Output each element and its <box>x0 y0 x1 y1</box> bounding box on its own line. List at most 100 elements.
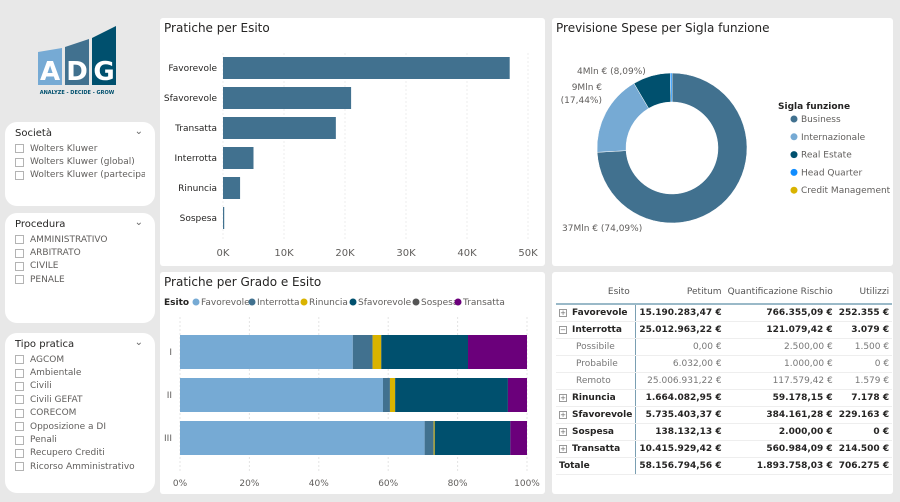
column-header[interactable]: Esito <box>556 280 636 305</box>
checkbox[interactable] <box>15 462 24 472</box>
cell: 1.664.082,95 € <box>635 389 725 407</box>
slicer-option[interactable]: CIVILE <box>15 260 145 273</box>
expand-icon[interactable]: + <box>559 410 567 419</box>
cell: 384.161,28 € <box>724 406 836 424</box>
previsione-spese-chart: Previsione Spese per Sigla funzione 4Mln… <box>552 18 893 266</box>
slicer-option[interactable]: Opposizione a DI <box>15 420 145 433</box>
checkbox[interactable] <box>15 261 24 271</box>
expand-icon[interactable]: + <box>559 427 567 436</box>
slicer-option[interactable]: PENALE <box>15 273 145 286</box>
table-row: + Sfavorevole 5.735.403,37 €384.161,28 €22… <box>556 406 893 424</box>
x-tick-label: 20% <box>239 479 259 489</box>
cell: 0,00 € <box>635 338 725 356</box>
slicer-option[interactable]: AGCOM <box>15 353 145 366</box>
legend-title: Esito <box>164 298 189 308</box>
cell: Totale <box>556 457 637 475</box>
data-label: 37Mln € (74,09%) <box>562 224 642 234</box>
checkbox[interactable] <box>15 368 24 378</box>
slicer-option[interactable]: Civili <box>15 380 145 393</box>
category-label: II <box>167 391 172 401</box>
column-header[interactable]: Utilizzi <box>835 280 893 305</box>
bar-segment-sfavorevole <box>395 378 508 412</box>
column-header[interactable]: Petitum <box>635 280 725 305</box>
cell: 766.355,09 € <box>724 304 836 322</box>
option-label: Penali <box>30 435 57 446</box>
checkbox[interactable] <box>15 435 24 445</box>
option-label: PENALE <box>30 274 65 285</box>
slicer-option[interactable]: Recupero Crediti <box>15 447 145 460</box>
legend-item: Rinuncia <box>309 298 348 308</box>
legend-item: Sfavorevole <box>358 298 412 308</box>
option-label: CIVILE <box>30 261 59 272</box>
column-header[interactable]: Quantificazione Rischio <box>724 280 836 305</box>
legend-marker <box>248 298 256 306</box>
bar-segment-sfavorevole <box>381 335 469 369</box>
cell: + Favorevole <box>556 304 637 322</box>
checkbox[interactable] <box>15 408 24 418</box>
slicer-option[interactable]: Ricorso Amministrativo <box>15 460 145 473</box>
expand-icon[interactable]: + <box>559 308 567 317</box>
bar-segment-transatta <box>468 335 527 369</box>
checkbox[interactable] <box>15 275 24 285</box>
option-label: Ambientale <box>30 368 82 379</box>
header-row: Esito Petitum Quantificazione Rischio Utili… <box>556 280 893 305</box>
slicer-option[interactable]: Ambientale <box>15 366 145 379</box>
category-label: Sospesa <box>180 214 217 224</box>
category-label: Interrotta <box>174 154 217 164</box>
chart-title: Pratiche per Grado e Esito <box>164 275 322 289</box>
collapse-icon[interactable]: − <box>559 325 567 334</box>
cell: 2.500,00 € <box>724 338 836 356</box>
x-tick-label: 30K <box>396 248 416 259</box>
slicer-option[interactable]: ARBITRATO <box>15 246 145 259</box>
chevron-down-icon[interactable]: ⌄ <box>134 126 143 137</box>
checkbox[interactable] <box>15 422 24 432</box>
chevron-down-icon[interactable]: ⌄ <box>134 217 143 228</box>
legend-item: Credit Management <box>801 186 891 196</box>
slicer-option[interactable]: Wolters Kluwer <box>15 142 145 155</box>
legend-item: Favorevole <box>201 298 250 308</box>
cell: 1.000,00 € <box>724 355 836 373</box>
checkbox[interactable] <box>15 248 24 258</box>
checkbox[interactable] <box>15 395 24 405</box>
checkbox[interactable] <box>15 157 24 167</box>
cell: 0 € <box>835 423 893 441</box>
chevron-down-icon[interactable]: ⌄ <box>134 337 143 348</box>
checkbox[interactable] <box>15 448 24 458</box>
checkbox[interactable] <box>15 235 24 245</box>
slicer-option[interactable]: CORECOM <box>15 407 145 420</box>
checkbox[interactable] <box>15 170 24 180</box>
checkbox[interactable] <box>15 355 24 365</box>
bar-segment-interrotta <box>424 421 434 455</box>
option-label: AMMINISTRATIVO <box>30 234 108 245</box>
legend-item: Transatta <box>462 298 505 308</box>
slicer-option[interactable]: Wolters Kluwer (partecipat... <box>15 169 145 182</box>
slicer-option[interactable]: Wolters Kluwer (global) <box>15 155 145 168</box>
data-label: 9Mln € <box>572 83 603 93</box>
x-tick-label: 100% <box>514 479 540 489</box>
cell: 1.893.758,03 € <box>724 457 836 475</box>
table-row: Possibile 0,00 €2.500,00 €1.500 € <box>556 338 893 356</box>
x-tick-label: 20K <box>335 248 355 259</box>
slice-head-quarter <box>669 72 673 103</box>
slicer-1: Procedura ⌄ AMMINISTRATIVO ARBITRATO CIVILE P… <box>5 213 155 323</box>
pratiche-per-grado-chart: Pratiche per Grado e Esito Esito Favorevo… <box>160 272 545 494</box>
expand-icon[interactable]: + <box>559 393 567 402</box>
slicer-option[interactable]: Penali <box>15 433 145 446</box>
legend-item: Interrotta <box>257 298 300 308</box>
legend-marker <box>790 151 798 159</box>
cell: 706.275 € <box>835 457 893 475</box>
bar-sfavorevole <box>223 87 352 109</box>
cell: 3.079 € <box>835 321 893 339</box>
legend-marker <box>790 115 798 123</box>
expand-icon[interactable]: + <box>559 444 567 453</box>
bar-sospesa <box>223 207 225 229</box>
bar-segment-favorevole <box>180 421 425 455</box>
checkbox[interactable] <box>15 144 24 154</box>
option-label: Wolters Kluwer (partecipat... <box>30 170 145 181</box>
cell: 121.079,42 € <box>724 321 836 339</box>
cell: 6.032,00 € <box>635 355 725 373</box>
slicer-option[interactable]: AMMINISTRATIVO <box>15 233 145 246</box>
slicer-option[interactable]: Civili GEFAT <box>15 393 145 406</box>
x-tick-label: 80% <box>448 479 468 489</box>
checkbox[interactable] <box>15 381 24 391</box>
